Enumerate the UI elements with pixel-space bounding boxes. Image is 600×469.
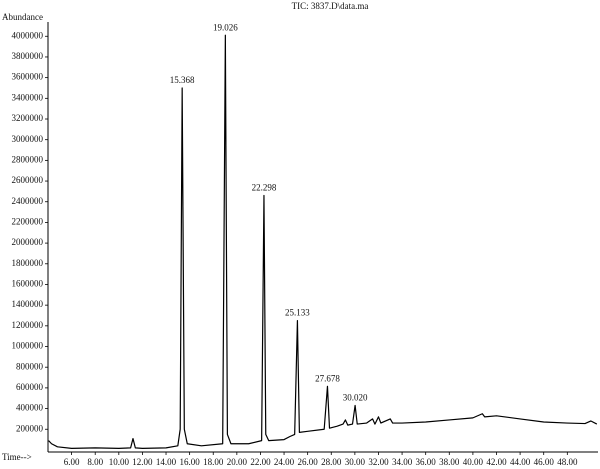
y-axis-label: Abundance: [2, 12, 43, 22]
y-tick-label: 2400000: [12, 196, 44, 206]
x-tick-label: 8.00: [87, 457, 103, 467]
x-tick-label: 30.00: [345, 457, 366, 467]
y-tick-label: 3800000: [12, 51, 44, 61]
x-tick-label: 20.00: [227, 457, 248, 467]
y-tick-label: 1000000: [12, 341, 44, 351]
y-tick-label: 800000: [16, 361, 44, 371]
y-tick-label: 4000000: [12, 30, 44, 40]
x-tick-label: 12.00: [132, 457, 153, 467]
y-tick-label: 1600000: [12, 279, 44, 289]
x-tick-label: 10.00: [109, 457, 130, 467]
y-tick-label: 1200000: [12, 320, 44, 330]
x-tick-label: 6.00: [64, 457, 80, 467]
chart-title: TIC: 3837.D\data.ma: [292, 1, 369, 11]
x-axis-label: Time-->: [2, 452, 32, 462]
peak-label: 27.678: [315, 373, 340, 383]
x-tick-label: 32.00: [368, 457, 389, 467]
chromatogram-line: [48, 34, 598, 449]
y-tick-label: 1800000: [12, 258, 44, 268]
y-tick-label: 2200000: [12, 216, 44, 226]
y-tick-label: 400000: [16, 403, 44, 413]
x-tick-label: 28.00: [321, 457, 342, 467]
x-tick-label: 34.00: [392, 457, 413, 467]
y-tick-label: 600000: [16, 382, 44, 392]
peak-label: 22.298: [252, 183, 277, 193]
x-tick-label: 38.00: [439, 457, 460, 467]
y-tick-label: 2800000: [12, 154, 44, 164]
y-tick-label: 3000000: [12, 134, 44, 144]
y-tick-label: 3400000: [12, 92, 44, 102]
x-tick-label: 44.00: [510, 457, 531, 467]
x-tick-label: 46.00: [534, 457, 555, 467]
x-tick-label: 42.00: [486, 457, 507, 467]
y-tick-label: 2600000: [12, 175, 44, 185]
x-tick-label: 26.00: [298, 457, 319, 467]
x-tick-label: 36.00: [416, 457, 437, 467]
peak-label: 25.133: [285, 308, 310, 318]
x-tick-label: 40.00: [463, 457, 484, 467]
peak-label: 30.020: [343, 393, 368, 403]
peak-label: 15.368: [170, 75, 195, 85]
y-tick-label: 200000: [16, 423, 44, 433]
y-tick-label: 1400000: [12, 299, 44, 309]
x-tick-label: 18.00: [203, 457, 224, 467]
x-tick-label: 24.00: [274, 457, 295, 467]
y-tick-label: 3200000: [12, 113, 44, 123]
x-tick-label: 16.00: [180, 457, 201, 467]
y-tick-label: 2000000: [12, 237, 44, 247]
x-tick-label: 22.00: [250, 457, 271, 467]
y-tick-label: 3600000: [12, 72, 44, 82]
x-tick-label: 14.00: [156, 457, 177, 467]
x-tick-label: 48.00: [557, 457, 578, 467]
peak-label: 19.026: [213, 22, 238, 32]
